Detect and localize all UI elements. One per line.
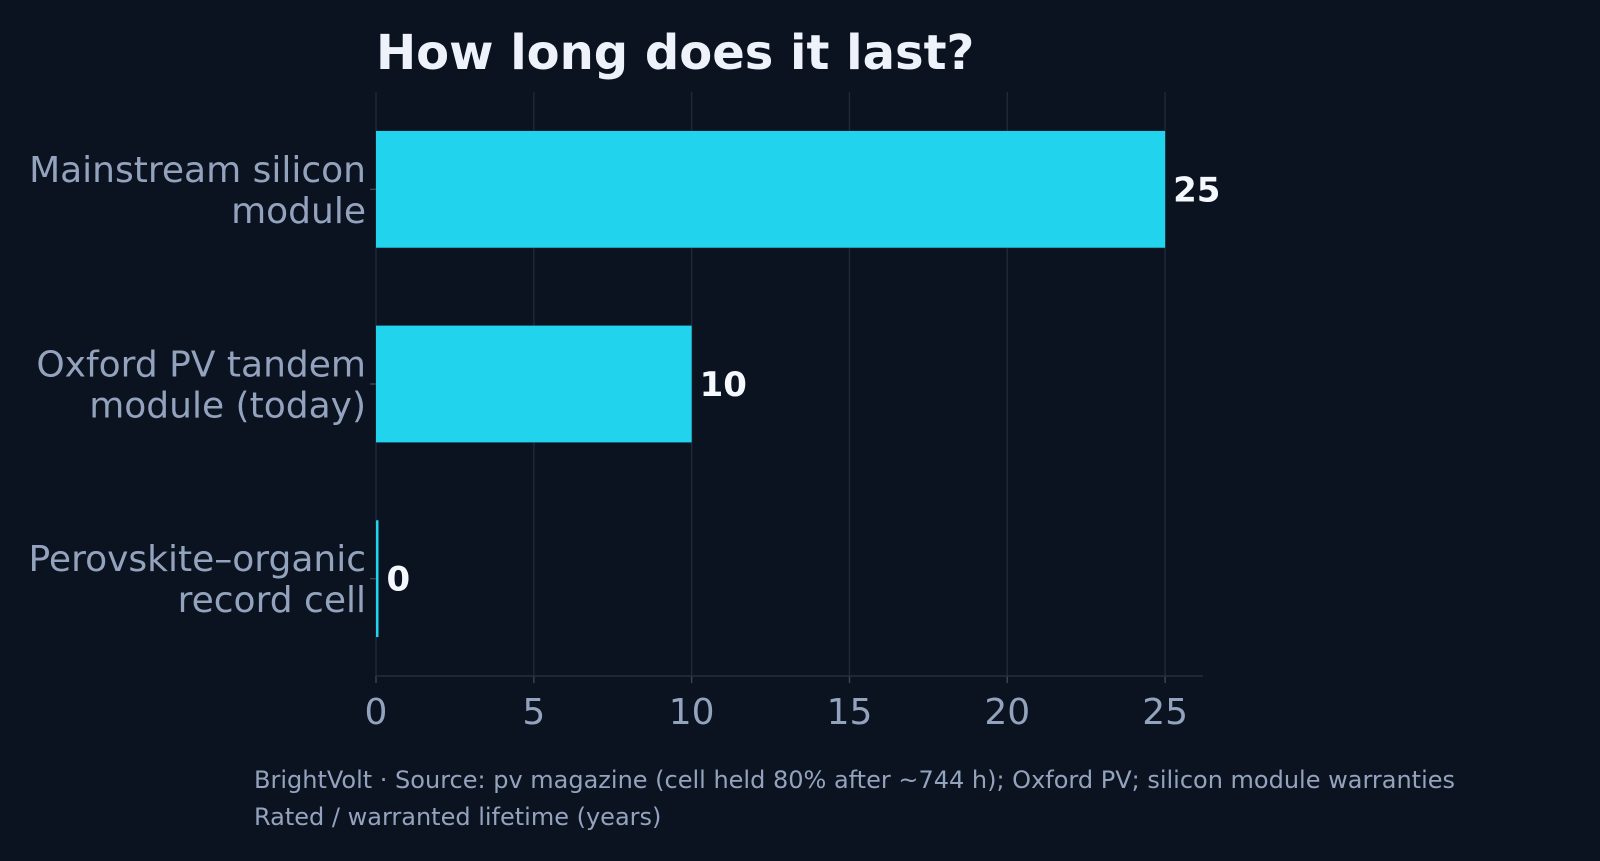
x-axis: 0 5 10 15 20 25 xyxy=(365,675,1203,733)
x-tick-label: 20 xyxy=(984,692,1030,733)
category-label: module xyxy=(231,191,366,232)
bar xyxy=(376,325,692,443)
x-tick-label: 10 xyxy=(669,692,715,733)
category-label: Oxford PV tandem xyxy=(36,345,366,386)
x-tick-label: 15 xyxy=(827,692,873,733)
category-label: module (today) xyxy=(89,386,366,427)
x-tick-label: 0 xyxy=(365,692,388,733)
x-tick-label: 25 xyxy=(1142,692,1188,733)
bars: 25 10 0 xyxy=(376,130,1220,638)
value-label: 25 xyxy=(1173,170,1220,210)
axis-note: Rated / warranted lifetime (years) xyxy=(254,803,661,831)
value-label: 10 xyxy=(700,365,747,405)
source-note: BrightVolt · Source: pv magazine (cell h… xyxy=(254,766,1455,794)
category-label: Perovskite–organic xyxy=(29,539,367,580)
x-tick-label: 5 xyxy=(522,692,545,733)
category-label: Mainstream silicon xyxy=(29,150,366,191)
chart-title: How long does it last? xyxy=(376,25,974,81)
bar xyxy=(376,520,379,638)
bar xyxy=(376,130,1166,248)
value-label: 0 xyxy=(387,560,411,600)
category-label: record cell xyxy=(178,580,366,621)
